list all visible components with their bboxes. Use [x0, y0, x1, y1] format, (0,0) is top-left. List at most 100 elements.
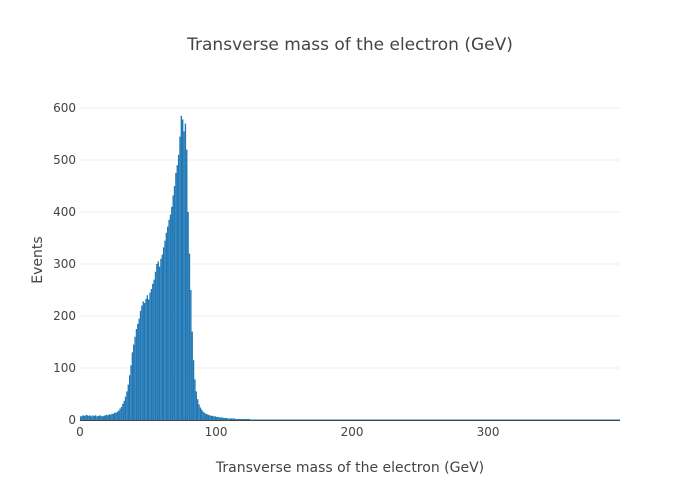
histogram-bar: [352, 419, 354, 420]
histogram-bar: [439, 419, 441, 420]
y-axis-title: Events: [30, 236, 46, 283]
histogram-bar: [455, 419, 457, 420]
histogram-bar: [557, 419, 559, 420]
histogram-bar: [613, 419, 615, 420]
histogram-bar: [394, 419, 396, 420]
histogram-bar: [103, 415, 105, 420]
histogram-bar: [371, 419, 373, 420]
histogram-bar: [470, 419, 472, 420]
histogram-bar: [89, 415, 91, 420]
histogram-bar: [528, 419, 531, 420]
histogram-bar: [415, 419, 418, 420]
histogram-bar: [323, 419, 325, 420]
histogram-bar: [543, 419, 546, 420]
histogram-bar: [258, 419, 260, 420]
histogram-bar: [290, 419, 293, 420]
histogram-bar: [541, 419, 543, 420]
histogram-bar: [526, 419, 528, 420]
histogram-bar: [201, 409, 203, 420]
histogram-bar: [112, 413, 115, 420]
x-tick-label: 100: [205, 425, 228, 439]
histogram-bar: [134, 336, 136, 420]
histogram-bar: [326, 419, 328, 420]
histogram-bar: [599, 419, 601, 420]
histogram-bar: [123, 400, 125, 420]
histogram-bar: [237, 418, 240, 420]
histogram-bar: [410, 419, 412, 420]
histogram-bar: [304, 419, 306, 420]
histogram-bar: [360, 419, 362, 420]
histogram-bar: [481, 419, 483, 420]
histogram-bar: [496, 419, 498, 420]
histogram-bar: [271, 419, 274, 420]
histogram-bar: [354, 419, 357, 420]
histogram-bar: [605, 419, 607, 420]
histogram-bar: [375, 419, 377, 420]
histogram-bar: [349, 419, 351, 420]
histogram-bar: [209, 415, 211, 420]
histogram-bar: [353, 419, 355, 420]
histogram-bar: [127, 384, 129, 420]
histogram-bar: [614, 419, 616, 420]
y-tick-label: 300: [53, 257, 76, 271]
histogram-bar: [335, 419, 338, 420]
histogram-bar: [104, 415, 106, 420]
histogram-bar: [367, 419, 369, 420]
histogram-bar: [611, 419, 614, 420]
histogram-bar: [603, 419, 606, 420]
histogram-bar: [515, 419, 517, 420]
histogram-bar: [386, 419, 388, 420]
histogram-bar: [571, 419, 573, 420]
histogram-bar: [145, 298, 147, 420]
histogram-bar: [264, 419, 267, 420]
histogram-bar: [346, 419, 348, 420]
histogram-bar: [220, 417, 222, 420]
histogram-bar: [479, 419, 482, 420]
histogram-bar: [508, 419, 510, 420]
histogram-bar: [188, 253, 191, 420]
histogram-bar: [175, 173, 177, 420]
histogram-bar: [263, 419, 265, 420]
histogram-bar: [269, 419, 271, 420]
histogram-bar: [122, 403, 124, 420]
histogram-bar: [523, 419, 525, 420]
histogram-bar: [294, 419, 297, 420]
histogram-bar: [222, 417, 225, 420]
histogram-bar: [441, 419, 444, 420]
histogram-bar: [131, 352, 134, 420]
histogram-bar: [233, 418, 236, 420]
histogram-bar: [452, 419, 455, 420]
histogram-bar: [399, 419, 402, 420]
histogram-bar: [398, 419, 400, 420]
histogram-bar: [146, 295, 149, 420]
histogram-bar: [405, 419, 407, 420]
histogram-bar: [88, 415, 90, 420]
histogram-bar: [137, 323, 139, 420]
histogram-bar: [430, 419, 433, 420]
histogram-bar: [296, 419, 298, 420]
histogram-bar: [426, 419, 429, 420]
histogram-bar: [618, 419, 620, 420]
histogram-bar: [458, 419, 460, 420]
histogram-bar: [206, 414, 208, 420]
histogram-bar: [357, 419, 359, 420]
histogram-bar: [594, 419, 596, 420]
histogram-bar: [395, 419, 397, 420]
histogram-bar: [585, 419, 588, 420]
histogram-bar: [214, 416, 217, 420]
histogram-bar: [327, 419, 329, 420]
histogram-bar: [154, 271, 157, 420]
histogram-bar: [522, 419, 524, 420]
histogram-bar: [339, 419, 342, 420]
histogram-bar: [372, 419, 374, 420]
histogram-bar: [581, 419, 584, 420]
histogram-bar: [149, 292, 151, 420]
histogram-bar: [250, 419, 252, 420]
histogram-bar: [343, 419, 346, 420]
histogram-bar: [383, 419, 385, 420]
histogram-bar: [568, 419, 570, 420]
histogram-bar: [331, 419, 333, 420]
histogram-bar: [538, 419, 540, 420]
histogram-bar: [85, 414, 87, 420]
